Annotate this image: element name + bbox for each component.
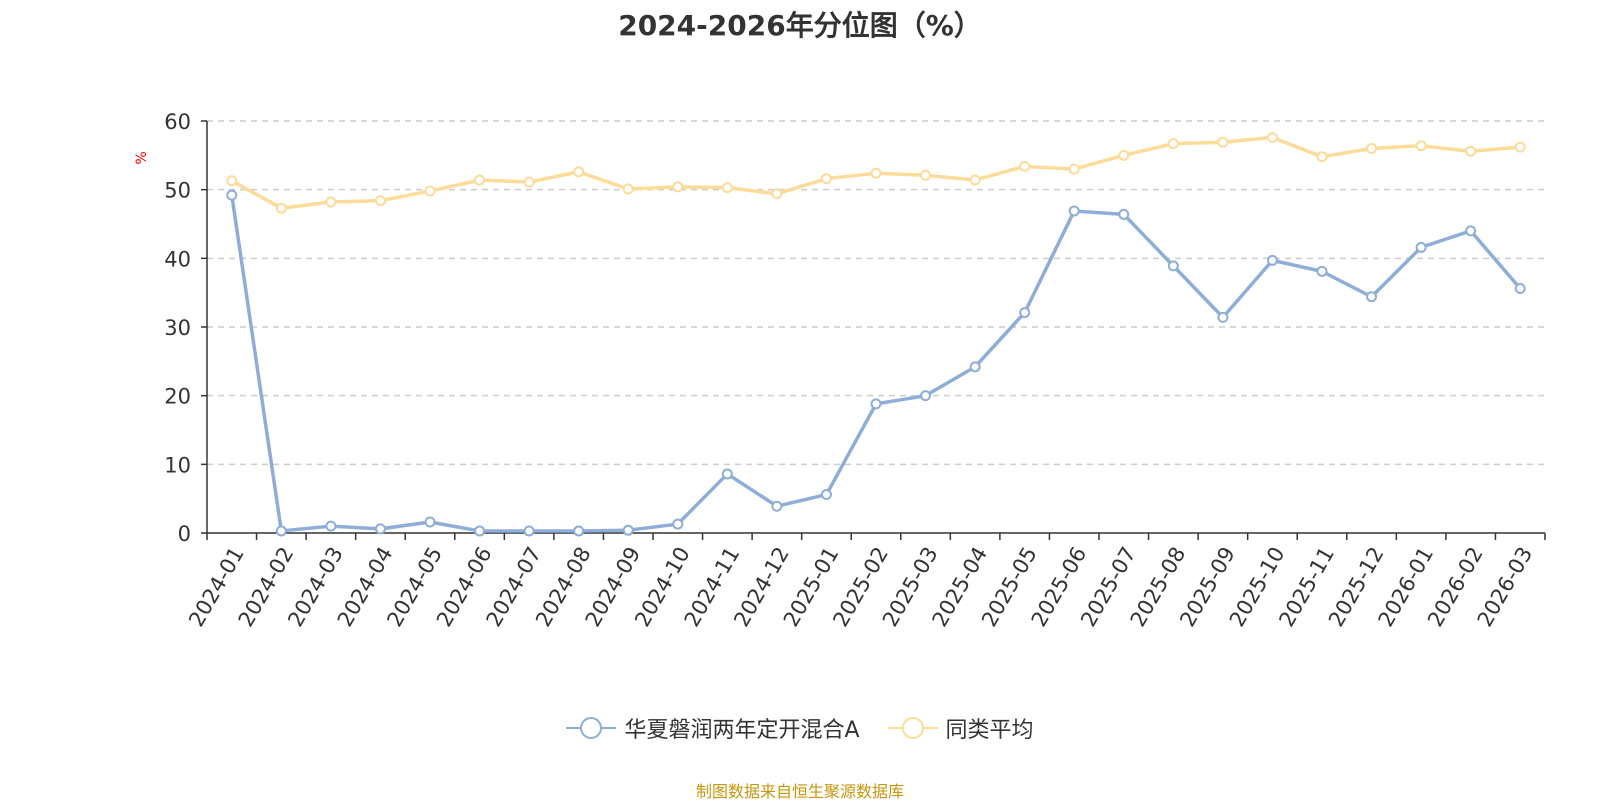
data-point [1266, 131, 1278, 143]
y-tick-label: 10 [164, 453, 191, 477]
data-point [870, 398, 882, 410]
data-point [1068, 163, 1080, 175]
data-point [374, 195, 386, 207]
legend-marker-series-2 [887, 715, 938, 741]
data-point [1316, 265, 1328, 277]
legend-circle-icon [901, 717, 924, 739]
data-point [573, 166, 585, 178]
data-point [820, 173, 832, 185]
data-point [622, 524, 634, 536]
data-point [573, 525, 585, 537]
chart-title: 2024-2026年分位图（%） [618, 9, 982, 42]
data-point [771, 188, 783, 200]
data-point [523, 525, 535, 537]
y-tick-label: 60 [164, 110, 191, 134]
legend-marker-series-1 [566, 715, 617, 741]
data-point [325, 196, 337, 208]
data-point [1465, 225, 1477, 237]
data-point [1465, 145, 1477, 157]
data-point [474, 525, 486, 537]
legend-item-series-1[interactable]: 华夏磐润两年定开混合A [566, 712, 860, 744]
data-point [1415, 140, 1427, 152]
data-point [1118, 208, 1130, 220]
data-point [1266, 254, 1278, 266]
data-point [325, 520, 337, 532]
y-tick-label: 0 [178, 522, 191, 546]
data-point [721, 182, 733, 194]
legend: 华夏磐润两年定开混合A 同类平均 [0, 712, 1600, 744]
data-point [226, 189, 238, 201]
legend-item-series-2[interactable]: 同类平均 [887, 712, 1034, 744]
legend-label-series-1: 华夏磐润两年定开混合A [624, 718, 860, 743]
data-point [622, 183, 634, 195]
data-point [1514, 283, 1526, 295]
y-tick-label: 30 [164, 316, 191, 340]
data-point [424, 516, 436, 528]
data-point [672, 518, 684, 530]
y-tick-label: 40 [164, 247, 191, 271]
data-point [1217, 311, 1229, 323]
y-tick-label: 50 [164, 179, 191, 203]
data-point [424, 185, 436, 197]
data-point [1316, 151, 1328, 163]
legend-circle-icon [580, 717, 603, 739]
data-point [969, 361, 981, 373]
data-point [1167, 260, 1179, 272]
y-tick-label: 20 [164, 385, 191, 409]
data-point [820, 489, 832, 501]
data-point [920, 169, 932, 181]
data-point [1068, 205, 1080, 217]
legend-label-series-2: 同类平均 [945, 718, 1034, 743]
data-point [1167, 138, 1179, 150]
axes: 01020304050602024-012024-022024-032024-0… [164, 110, 1546, 631]
data-point [474, 174, 486, 186]
y-axis-label: % [134, 151, 150, 164]
data-point [672, 181, 684, 193]
data-point [275, 202, 287, 214]
series-2 [226, 131, 1526, 214]
series-layer [226, 131, 1526, 537]
data-point [1366, 142, 1378, 154]
data-point [920, 390, 932, 402]
source-note: 制图数据来自恒生聚源数据库 [695, 782, 904, 801]
series-line-1 [230, 194, 1522, 533]
data-point [1217, 136, 1229, 148]
data-point [771, 500, 783, 512]
data-point [1019, 160, 1031, 172]
data-point [1415, 241, 1427, 253]
data-point [275, 525, 287, 537]
data-point [1514, 141, 1526, 153]
data-point [374, 523, 386, 535]
data-point [1366, 291, 1378, 303]
data-point [1118, 149, 1130, 161]
data-point [870, 167, 882, 179]
data-point [721, 468, 733, 480]
data-point [226, 175, 238, 187]
data-point [523, 176, 535, 188]
series-1 [226, 189, 1526, 537]
data-point [1019, 307, 1031, 319]
data-point [969, 174, 981, 186]
